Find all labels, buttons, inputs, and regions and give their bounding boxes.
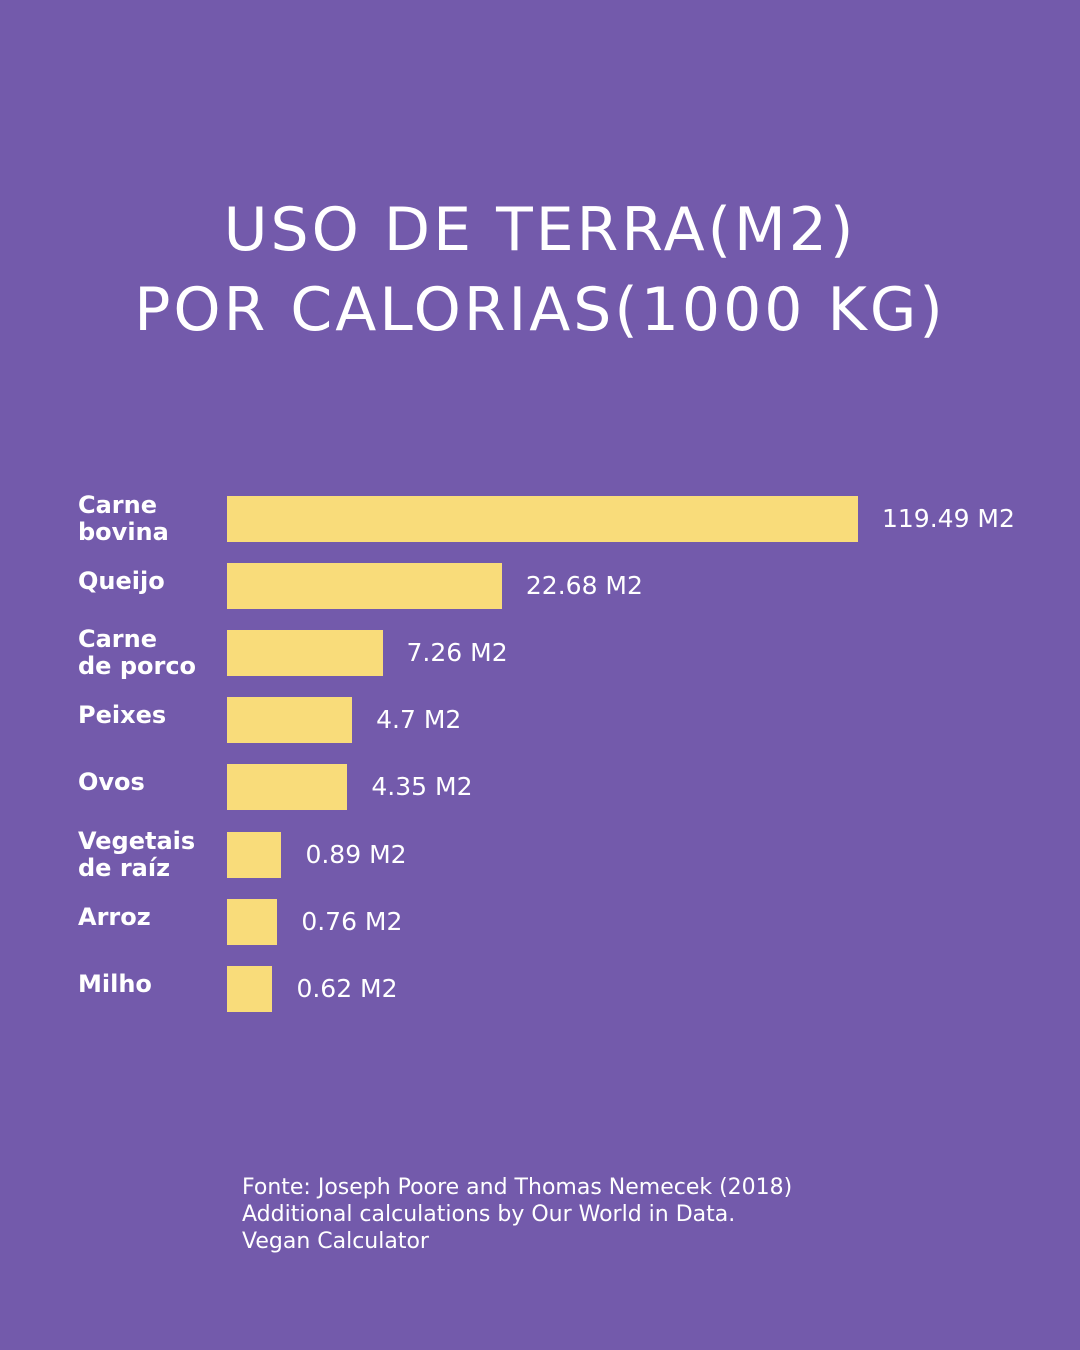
bar [227, 764, 348, 811]
category-label: Carne de porco [78, 625, 197, 681]
category-label: Milho [78, 969, 152, 998]
value-label: 4.7 M2 [376, 705, 462, 735]
value-label: 0.76 M2 [301, 906, 403, 936]
chart-title: USO DE TERRA(M2) POR CALORIAS(1000 KG) [134, 195, 946, 345]
category-label: Queijo [78, 567, 165, 596]
source-note: Fonte: Joseph Poore and Thomas Nemecek (… [242, 1175, 793, 1254]
bar [227, 965, 273, 1012]
value-label: 22.68 M2 [525, 571, 643, 601]
value-label: 0.62 M2 [296, 973, 398, 1003]
value-label: 119.49 M2 [882, 504, 1015, 533]
category-label: Vegetais de raíz [78, 826, 196, 882]
category-label: Carne bovina [78, 491, 169, 546]
category-label: Peixes [78, 701, 167, 730]
bar [227, 898, 278, 945]
category-label: Ovos [78, 768, 145, 797]
value-label: 4.35 M2 [371, 772, 473, 802]
bar [227, 563, 502, 610]
category-label: Arroz [78, 902, 151, 931]
bar [227, 496, 858, 542]
bar [227, 697, 353, 744]
bar [227, 831, 282, 878]
value-label: 7.26 M2 [406, 638, 508, 668]
bar [227, 630, 383, 677]
value-label: 0.89 M2 [305, 839, 407, 869]
